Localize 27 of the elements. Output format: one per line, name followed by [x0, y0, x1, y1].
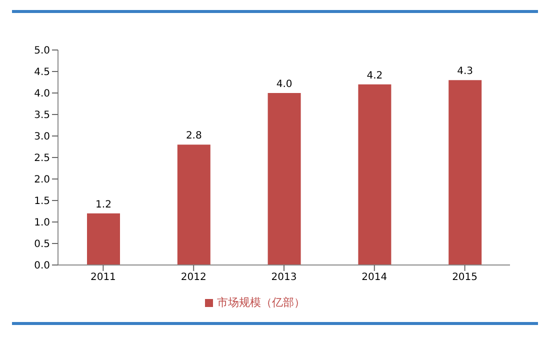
x-tick-label: 2015: [452, 272, 478, 284]
bar: [448, 80, 482, 265]
x-tick-label: 2013: [271, 272, 297, 284]
bar: [358, 84, 392, 265]
bar: [177, 144, 210, 265]
y-tick-label: 5.0: [34, 46, 50, 57]
data-label: 4.3: [457, 66, 474, 78]
x-tick-label: 2011: [90, 272, 116, 284]
y-tick-label: 2.5: [34, 153, 50, 164]
y-tick-label: 4.5: [34, 67, 50, 78]
x-tick-label: 2014: [362, 272, 388, 284]
y-tick-label: 0.5: [34, 239, 50, 250]
y-tick-label: 2.0: [34, 174, 50, 186]
data-label: 4.0: [276, 79, 292, 90]
y-tick-label: 1.5: [34, 196, 50, 208]
legend-label: 市场规模（亿部）: [217, 296, 305, 309]
bar: [268, 93, 301, 265]
x-tick-label: 2012: [180, 272, 206, 284]
y-tick-label: 3.5: [34, 110, 50, 122]
data-label: 1.2: [96, 199, 112, 210]
y-tick-label: 3.0: [34, 132, 50, 143]
bar: [87, 213, 120, 265]
y-tick-label: 0.0: [34, 260, 50, 272]
y-tick-label: 1.0: [34, 218, 50, 229]
data-label: 4.2: [366, 70, 383, 82]
data-label: 2.8: [186, 130, 202, 142]
y-tick-label: 4.0: [34, 88, 50, 100]
